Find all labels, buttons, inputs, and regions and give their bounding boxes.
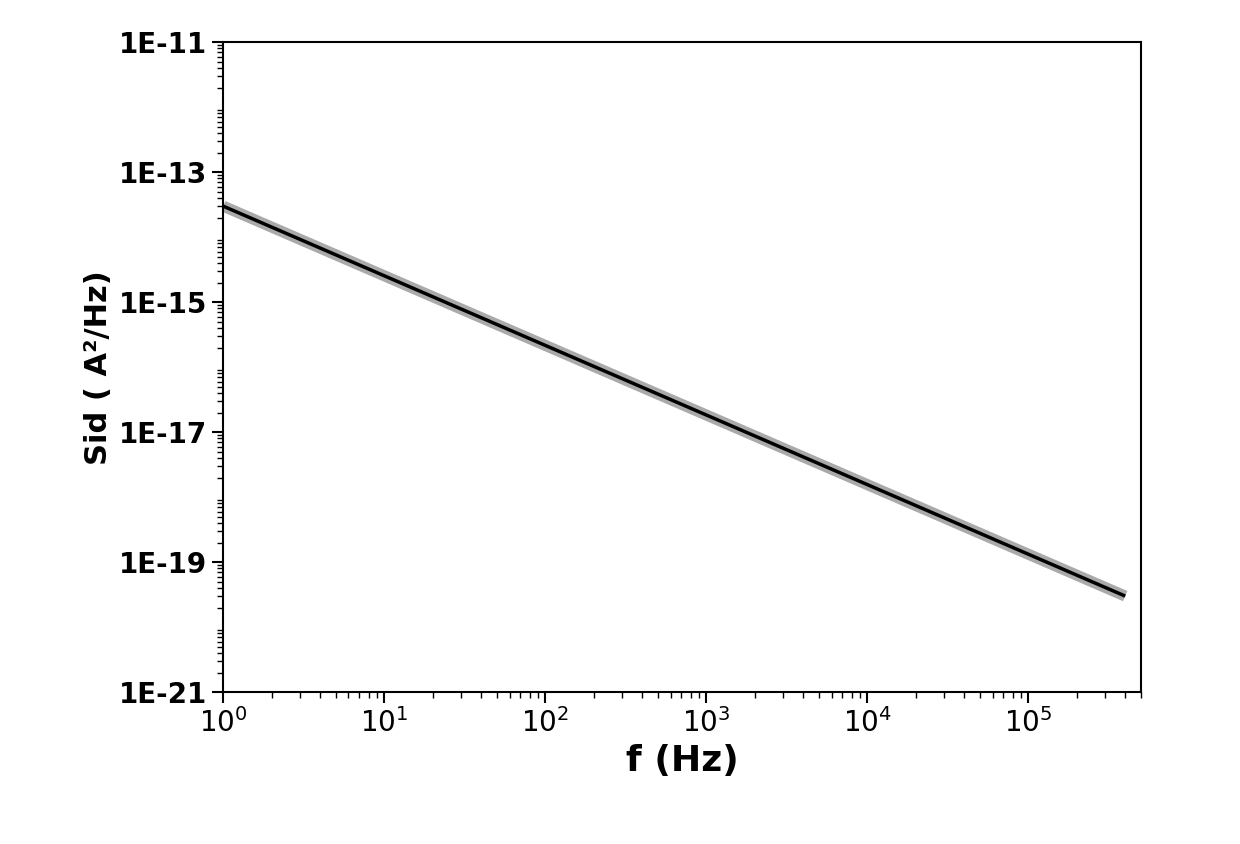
X-axis label: f (Hz): f (Hz) bbox=[626, 744, 738, 777]
Y-axis label: Sid ( A²/Hz): Sid ( A²/Hz) bbox=[84, 270, 113, 464]
